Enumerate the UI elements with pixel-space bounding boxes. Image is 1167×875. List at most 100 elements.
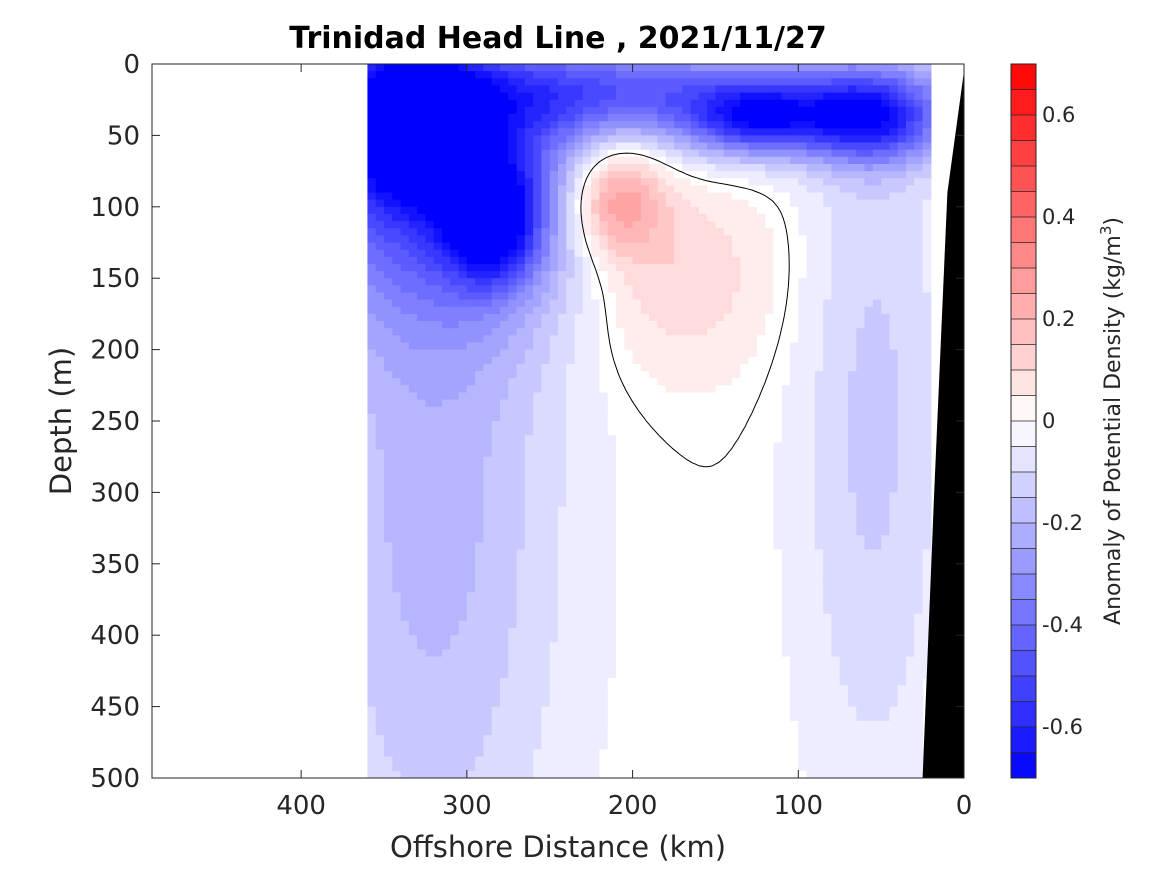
field-cell: [715, 470, 725, 479]
field-cell: [408, 606, 418, 615]
field-cell: [632, 628, 642, 636]
field-cell: [541, 421, 551, 429]
field-cell: [475, 99, 485, 108]
field-cell: [640, 442, 650, 451]
field-cell: [491, 499, 501, 508]
field-cell: [624, 213, 634, 222]
field-cell: [698, 413, 708, 422]
field-cell: [384, 478, 393, 486]
field-cell: [574, 163, 584, 172]
field-cell: [533, 635, 543, 643]
field-cell: [549, 406, 559, 415]
field-cell: [475, 613, 485, 622]
field-cell: [649, 271, 659, 279]
field-cell: [649, 456, 659, 465]
field-cell: [450, 456, 460, 465]
field-cell: [500, 685, 509, 693]
field-cell: [698, 649, 708, 658]
field-cell: [408, 135, 418, 144]
field-cell: [665, 713, 675, 722]
field-cell: [508, 742, 518, 751]
field-cell: [508, 256, 518, 265]
field-cell: [500, 292, 509, 301]
field-cell: [624, 770, 634, 778]
field-cell: [466, 64, 476, 72]
field-cell: [649, 128, 659, 136]
field-cell: [425, 335, 435, 344]
field-cell: [748, 349, 758, 358]
field-cell: [417, 692, 427, 701]
field-cell: [533, 92, 543, 101]
field-cell: [765, 228, 775, 236]
field-cell: [674, 135, 683, 144]
field-cell: [674, 670, 683, 679]
field-cell: [392, 442, 402, 451]
field-cell: [524, 385, 534, 394]
field-cell: [367, 406, 377, 415]
field-cell: [640, 513, 650, 522]
field-cell: [558, 499, 567, 508]
field-cell: [408, 385, 418, 394]
field-cell: [748, 728, 758, 736]
field-cell: [657, 692, 667, 701]
field-cell: [649, 742, 659, 751]
field-cell: [715, 399, 725, 408]
field-cell: [649, 670, 659, 679]
field-cell: [458, 156, 468, 165]
field-cell: [533, 642, 543, 651]
field-cell: [533, 263, 543, 272]
field-cell: [607, 692, 617, 701]
field-cell: [707, 142, 717, 151]
field-cell: [524, 378, 534, 386]
field-cell: [458, 685, 468, 693]
field-cell: [616, 428, 625, 436]
field-cell: [732, 213, 741, 222]
field-cell: [408, 313, 418, 322]
field-cell: [475, 285, 485, 294]
field-cell: [566, 735, 576, 743]
field-cell: [773, 313, 783, 322]
field-cell: [466, 606, 476, 615]
field-cell: [450, 485, 460, 493]
field-cell: [491, 99, 501, 108]
field-cell: [367, 670, 377, 679]
field-cell: [632, 399, 642, 408]
field-cell: [756, 770, 766, 778]
field-cell: [433, 678, 443, 686]
field-cell: [707, 628, 717, 636]
field-cell: [665, 578, 675, 586]
field-cell: [674, 556, 683, 565]
field-cell: [765, 256, 775, 265]
field-cell: [549, 713, 559, 722]
field-cell: [715, 299, 725, 308]
field-cell: [640, 592, 650, 601]
field-cell: [657, 735, 667, 743]
field-cell: [558, 463, 567, 472]
field-cell: [491, 656, 501, 665]
field-cell: [657, 628, 667, 636]
field-cell: [674, 321, 683, 329]
field-cell: [599, 713, 609, 722]
field-cell: [483, 128, 493, 136]
field-cell: [442, 406, 451, 415]
field-cell: [384, 756, 393, 765]
field-cell: [475, 735, 485, 743]
field-cell: [690, 720, 700, 729]
field-cell: [491, 328, 501, 336]
field-cell: [732, 770, 741, 778]
field-cell: [442, 292, 451, 301]
field-cell: [732, 442, 741, 451]
field-cell: [392, 163, 402, 172]
field-cell: [640, 285, 650, 294]
field-cell: [375, 278, 385, 286]
field-cell: [591, 678, 601, 686]
field-cell: [566, 742, 576, 751]
field-cell: [765, 371, 775, 379]
field-cell: [607, 228, 617, 236]
field-cell: [500, 263, 509, 272]
field-cell: [765, 442, 775, 451]
field-cell: [657, 678, 667, 686]
field-cell: [417, 463, 427, 472]
field-cell: [765, 121, 775, 129]
field-cell: [500, 628, 509, 636]
